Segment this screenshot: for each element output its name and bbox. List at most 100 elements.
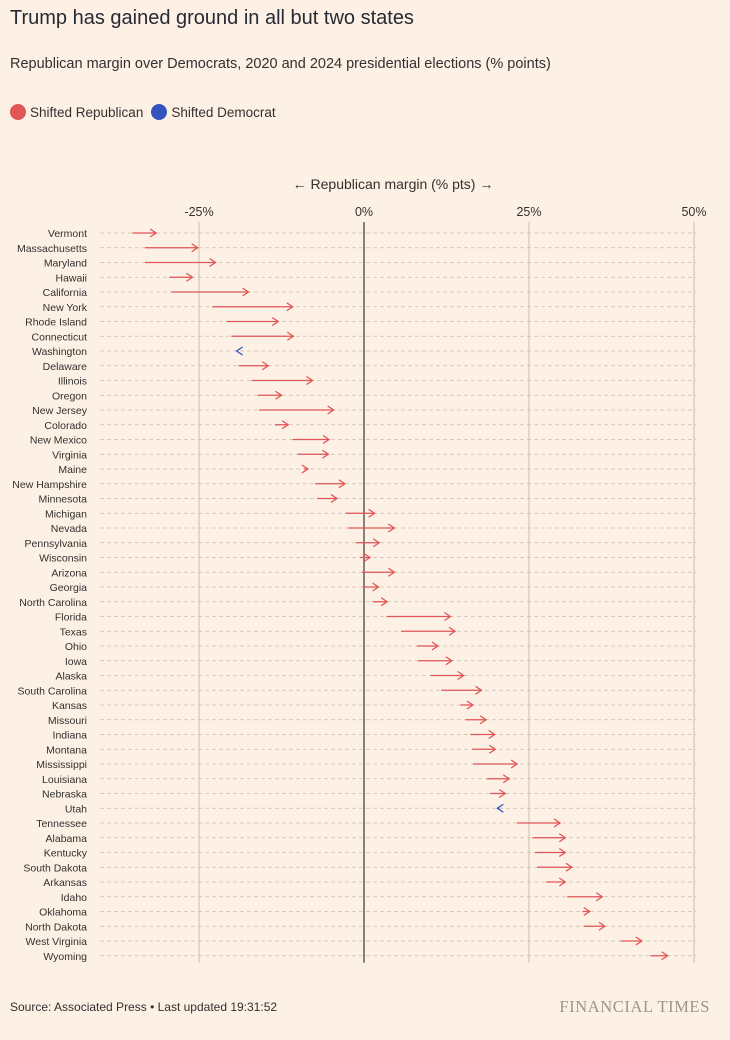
arrow-shift-republican xyxy=(567,892,604,902)
legend: Shifted Republican Shifted Democrat xyxy=(10,104,284,120)
state-label: North Carolina xyxy=(19,597,87,609)
arrow-shift-republican xyxy=(238,361,270,371)
arrow-head-icon xyxy=(149,228,158,238)
state-label: Oregon xyxy=(52,390,87,402)
arrow-head-icon xyxy=(457,670,465,681)
arrow-head-icon xyxy=(498,788,507,799)
state-label: North Dakota xyxy=(25,921,87,933)
arrow-shift-republican xyxy=(345,508,376,518)
state-label: Alaska xyxy=(55,671,87,683)
state-label: Connecticut xyxy=(32,331,88,343)
arrow-head-icon xyxy=(479,715,488,725)
state-label: Montana xyxy=(46,744,87,756)
arrow-shift-republican xyxy=(360,552,372,563)
state-label: Kansas xyxy=(52,700,87,712)
arrow-head-icon xyxy=(301,464,310,474)
arrow-shift-republican xyxy=(292,434,331,445)
x-tick-label: 25% xyxy=(516,205,541,219)
arrow-shift-republican xyxy=(362,567,396,577)
state-label: Maine xyxy=(58,464,87,476)
arrow-head-icon xyxy=(583,906,591,917)
arrow-shift-republican xyxy=(490,788,507,799)
state-labels: Vermont Massachusetts Maryland Hawaii Califo… xyxy=(12,228,87,963)
arrow-head-icon xyxy=(322,434,331,445)
arrow-head-icon xyxy=(445,656,453,666)
arrow-head-icon xyxy=(380,597,389,607)
arrow-head-icon xyxy=(475,685,483,695)
x-axis-title: ← Republican margin (% pts) → xyxy=(293,176,494,192)
arrow-shift-republican xyxy=(546,877,567,887)
arrow-head-icon xyxy=(598,921,607,931)
arrow-shift-republican xyxy=(144,257,217,268)
legend-label-democrat: Shifted Democrat xyxy=(171,104,276,120)
shift-arrows xyxy=(132,228,669,961)
legend-item-democrat: Shifted Democrat xyxy=(151,104,276,120)
legend-swatch-democrat-icon xyxy=(151,104,168,120)
arrow-shift-democrat xyxy=(235,346,243,356)
arrow-shift-republican xyxy=(620,936,644,946)
arrow-shift-republican xyxy=(372,597,389,607)
arrow-head-icon xyxy=(330,493,339,504)
arrow-head-icon xyxy=(287,331,295,341)
source-note: Source: Associated Press • Last updated … xyxy=(10,1000,278,1014)
state-label: Texas xyxy=(60,626,87,638)
arrow-head-icon xyxy=(595,892,604,902)
arrow-head-icon xyxy=(502,774,511,784)
x-tick-label: 0% xyxy=(355,205,373,219)
arrow-shift-republican xyxy=(400,626,457,636)
state-label: Kentucky xyxy=(44,848,88,860)
state-label: Illinois xyxy=(58,376,87,388)
state-label: Ohio xyxy=(65,641,87,653)
state-label: Tennessee xyxy=(36,818,87,830)
state-label: Vermont xyxy=(48,228,87,240)
arrow-shift-republican xyxy=(430,670,465,681)
arrow-head-icon xyxy=(387,523,396,533)
arrow-head-icon xyxy=(327,405,335,415)
state-label: South Dakota xyxy=(23,862,87,874)
state-label: Alabama xyxy=(46,833,88,845)
state-label: Oklahoma xyxy=(39,907,87,919)
arrow-head-icon xyxy=(363,552,372,563)
chart-area: ← Republican margin (% pts) → -25% 0% 25% 5… xyxy=(12,176,707,963)
arrow-shift-republican xyxy=(212,302,294,312)
state-label: Nebraska xyxy=(42,789,87,801)
state-label: Arkansas xyxy=(43,877,87,889)
state-label: Wisconsin xyxy=(39,553,87,565)
chart-title: Trump has gained ground in all but two s… xyxy=(10,7,414,29)
arrow-shift-republican xyxy=(362,582,380,592)
arrow-head-icon xyxy=(338,479,347,489)
state-label: Rhode Island xyxy=(25,317,87,329)
arrow-head-icon xyxy=(510,759,519,769)
arrow-shift-republican xyxy=(472,744,497,754)
state-label: Washington xyxy=(32,346,87,358)
arrow-head-icon xyxy=(235,346,243,356)
state-label: New Mexico xyxy=(30,435,87,447)
arrow-shift-republican xyxy=(132,228,158,238)
arrow-shift-republican xyxy=(251,375,314,386)
arrow-shift-republican xyxy=(386,611,452,622)
state-label: New York xyxy=(43,302,88,314)
arrow-head-icon xyxy=(448,626,457,636)
state-label: Idaho xyxy=(61,892,87,904)
arrow-shift-republican xyxy=(470,729,496,740)
arrow-head-icon xyxy=(466,700,475,710)
state-label: Pennsylvania xyxy=(25,538,88,550)
x-tick-label: 50% xyxy=(681,205,706,219)
arrow-shift-republican xyxy=(418,656,453,666)
arrow-head-icon xyxy=(431,641,440,651)
arrow-shift-republican xyxy=(650,951,669,961)
state-label: Colorado xyxy=(44,420,87,432)
arrow-head-icon xyxy=(242,287,250,297)
arrow-head-icon xyxy=(186,272,194,282)
arrow-shift-republican xyxy=(257,390,283,400)
legend-swatch-republican-icon xyxy=(10,104,26,120)
state-label: Iowa xyxy=(65,656,87,668)
arrow-shift-republican xyxy=(297,449,330,459)
arrow-shift-republican xyxy=(416,641,440,651)
grid-layer xyxy=(100,222,696,963)
brand-logo: FINANCIAL TIMES xyxy=(559,997,710,1016)
state-label: South Carolina xyxy=(18,685,88,697)
arrow-shift-republican xyxy=(534,847,567,858)
state-label: Delaware xyxy=(43,361,88,373)
arrow-shift-republican xyxy=(582,906,591,917)
